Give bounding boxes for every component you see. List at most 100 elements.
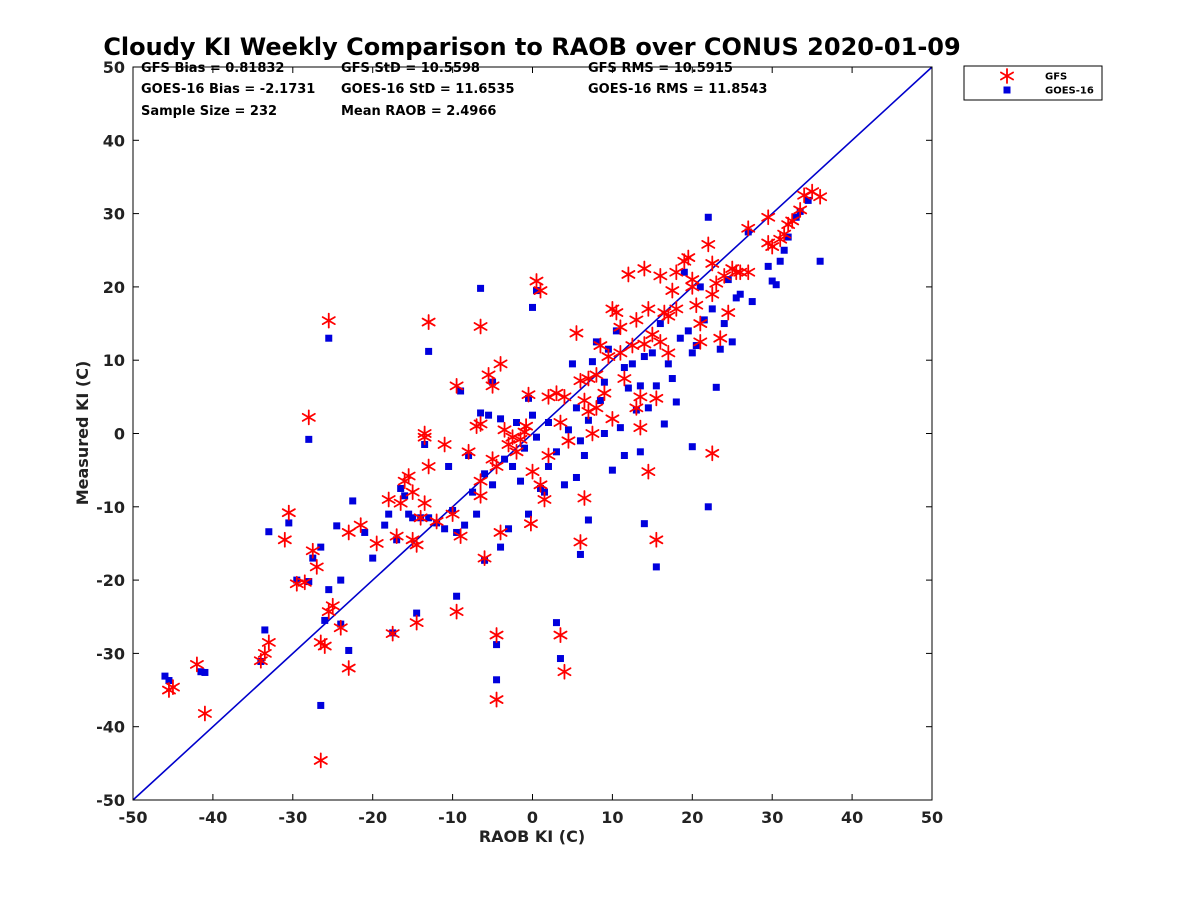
y-tick-label: 10: [103, 351, 125, 370]
x-tick-label: 10: [601, 808, 623, 827]
goes16-point: [672, 398, 680, 406]
gfs-point: [633, 419, 648, 436]
gfs-point: [489, 627, 504, 643]
goes16-point: [628, 360, 636, 368]
gfs-point: [477, 550, 492, 567]
goes16-point: [768, 277, 776, 285]
gfs-point: [629, 311, 644, 328]
gfs-point: [785, 213, 800, 229]
goes16-point: [317, 543, 325, 551]
gfs-point: [189, 656, 204, 673]
goes16-point: [612, 327, 620, 335]
gfs-point: [301, 409, 316, 426]
x-tick-label: 0: [527, 808, 538, 827]
gfs-point: [305, 542, 320, 559]
gfs-point: [765, 238, 780, 255]
gfs-point: [633, 388, 648, 405]
goes16-point: [644, 404, 652, 412]
gfs-point: [613, 319, 628, 336]
goes16-point: [684, 327, 692, 335]
goes16-point: [592, 338, 600, 346]
goes16-point: [652, 563, 660, 571]
y-tick-label: 20: [103, 278, 125, 297]
goes16-point: [724, 276, 732, 284]
goes16-point: [529, 411, 536, 419]
goes16-point: [552, 448, 560, 456]
goes16-point: [197, 668, 205, 676]
y-tick-label: 30: [103, 205, 125, 224]
goes16-point: [680, 268, 688, 276]
goes16-point: [556, 655, 564, 663]
gfs-point: [409, 537, 424, 553]
gfs-point: [393, 495, 408, 512]
goes16-point: [321, 616, 329, 624]
goes16-point: [816, 257, 824, 265]
gfs-point: [705, 286, 720, 303]
gfs-point: [453, 528, 468, 545]
gfs-point: [589, 366, 604, 383]
goes16-point: [529, 303, 536, 311]
goes16-point: [608, 466, 616, 474]
legend: GFS GOES-16: [963, 65, 1103, 101]
stat-label: GOES-16 Bias = -2.1731: [141, 82, 315, 97]
goes16-point: [469, 488, 477, 496]
goes16-point: [349, 497, 357, 505]
gfs-point: [741, 264, 756, 281]
gfs-point: [645, 326, 660, 343]
gfs-point: [621, 266, 636, 283]
stat-label: Sample Size = 232: [141, 104, 277, 119]
gfs-point: [429, 513, 444, 530]
gfs-point: [317, 638, 332, 654]
goes16-point: [772, 281, 780, 289]
goes16-point: [636, 448, 644, 456]
goes16-point: [425, 514, 433, 522]
gfs-point: [523, 515, 538, 532]
goes16-point: [305, 435, 313, 443]
goes16-point: [688, 443, 696, 451]
gfs-point: [537, 491, 552, 508]
gfs-point: [689, 297, 704, 314]
gfs-point: [625, 337, 640, 354]
gfs-point: [485, 377, 500, 394]
gfs-point: [449, 603, 464, 620]
one-to-one-line: [132, 66, 933, 801]
gfs-point: [277, 531, 292, 548]
goes16-point: [505, 525, 513, 533]
gfs-point: [589, 399, 604, 416]
gfs-point: [613, 344, 628, 361]
gfs-point: [409, 614, 424, 631]
gfs-point: [341, 524, 356, 541]
gfs-point: [637, 260, 652, 277]
x-tick-label: -40: [198, 808, 227, 827]
stat-label: GOES-16 RMS = 11.8543: [588, 82, 767, 97]
goes16-point: [381, 521, 389, 529]
gfs-point: [761, 209, 776, 226]
gfs-point: [417, 495, 432, 512]
gfs-point: [561, 432, 576, 449]
gfs-point: [281, 504, 296, 521]
goes16-point: [401, 492, 409, 500]
goes16-point: [161, 672, 169, 680]
gfs-point: [313, 752, 328, 769]
gfs-point: [421, 314, 436, 330]
y-tick-label: -50: [96, 791, 125, 810]
goes16-point: [305, 578, 313, 586]
goes16-point: [660, 420, 668, 428]
gfs-point: [569, 325, 584, 341]
gfs-point: [289, 575, 304, 592]
goes16-point: [652, 382, 660, 390]
gfs-point: [369, 535, 384, 552]
goes16-point: [385, 510, 393, 518]
gfs-point: [489, 691, 504, 708]
gfs-point: [705, 255, 720, 272]
gfs-point: [321, 312, 336, 329]
goes16-point: [405, 510, 413, 518]
gfs-point: [637, 336, 652, 352]
goes16-point: [708, 305, 716, 313]
gfs-point: [533, 282, 548, 299]
gfs-point: [341, 660, 356, 676]
gfs-point: [497, 421, 512, 438]
goes16-point: [728, 338, 736, 346]
gfs-point: [381, 491, 396, 508]
